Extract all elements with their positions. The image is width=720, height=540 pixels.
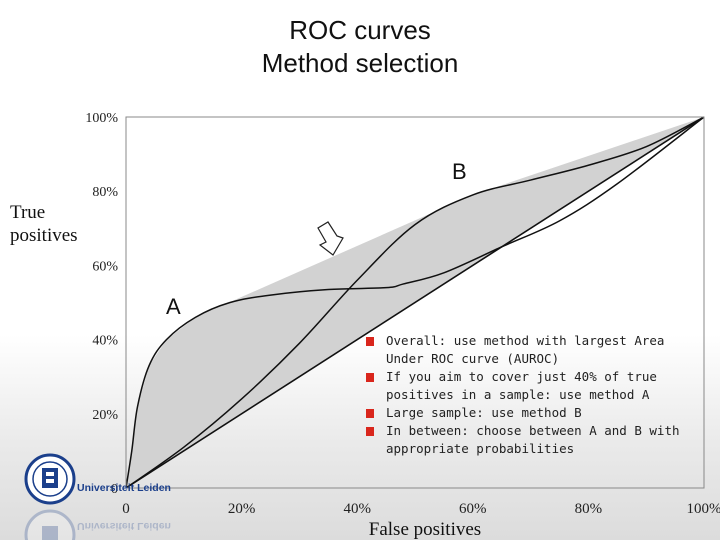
slide-title-line1: ROC curves	[289, 15, 431, 45]
y-tick-label: 60%	[92, 259, 118, 274]
bullet-square-icon	[366, 409, 374, 418]
y-tick-label: 20%	[92, 408, 118, 423]
curve-label-b: B	[452, 159, 467, 184]
series-b-line	[125, 116, 705, 489]
logo-text: Universiteit Leiden	[77, 482, 171, 494]
y-tick-label: 80%	[92, 185, 118, 200]
seal-icon	[24, 453, 76, 505]
tick-labels: 0 20% 40% 60% 80% 100% 0 20% 40% 60% 80% 100%	[85, 111, 720, 517]
bullet-text: If you aim to cover just 40% of true pos…	[386, 369, 657, 402]
bullet-square-icon	[366, 373, 374, 382]
series-a-line	[125, 116, 705, 489]
bullet-text: In between: choose between A and B with …	[386, 423, 680, 456]
plot-frame	[125, 116, 705, 489]
arrow-icon	[317, 221, 344, 256]
x-tick-label: 100%	[687, 501, 720, 517]
y-axis-label-line2: positives	[10, 225, 78, 246]
y-tick-label: 40%	[92, 334, 118, 349]
bullet-text: Overall: use method with largest Area Un…	[386, 333, 665, 366]
bullet-square-icon	[366, 337, 374, 346]
series-diagonal-line	[125, 116, 705, 489]
slide-title-line2: Method selection	[261, 48, 459, 78]
x-tick-label: 80%	[575, 501, 603, 517]
x-axis-label: False positives	[369, 519, 481, 540]
x-tick-label: 0	[122, 501, 130, 517]
x-tick-label: 20%	[228, 501, 256, 517]
university-logo: Universiteit Leiden Universiteit Leiden	[24, 453, 171, 540]
y-tick-label: 0	[111, 482, 118, 497]
chart-curves-layer	[125, 116, 705, 489]
svg-text:Universiteit Leiden: Universiteit Leiden	[77, 520, 171, 532]
bullet-item: Large sample: use method B	[366, 404, 706, 422]
bullet-list: Overall: use method with largest Area Un…	[366, 332, 706, 458]
y-axis-label-line1: True	[10, 202, 45, 223]
bullet-item: In between: choose between A and B with …	[366, 422, 706, 458]
y-tick-label: 100%	[85, 111, 118, 126]
bullet-square-icon	[366, 427, 374, 436]
logo-reflection: Universiteit Leiden	[24, 509, 171, 540]
bullet-text: Large sample: use method B	[386, 405, 582, 420]
bullet-item: If you aim to cover just 40% of true pos…	[366, 368, 706, 404]
x-tick-label: 40%	[343, 501, 371, 517]
curve-label-a: A	[166, 294, 181, 319]
x-tick-label: 60%	[459, 501, 487, 517]
bullet-item: Overall: use method with largest Area Un…	[366, 332, 706, 368]
